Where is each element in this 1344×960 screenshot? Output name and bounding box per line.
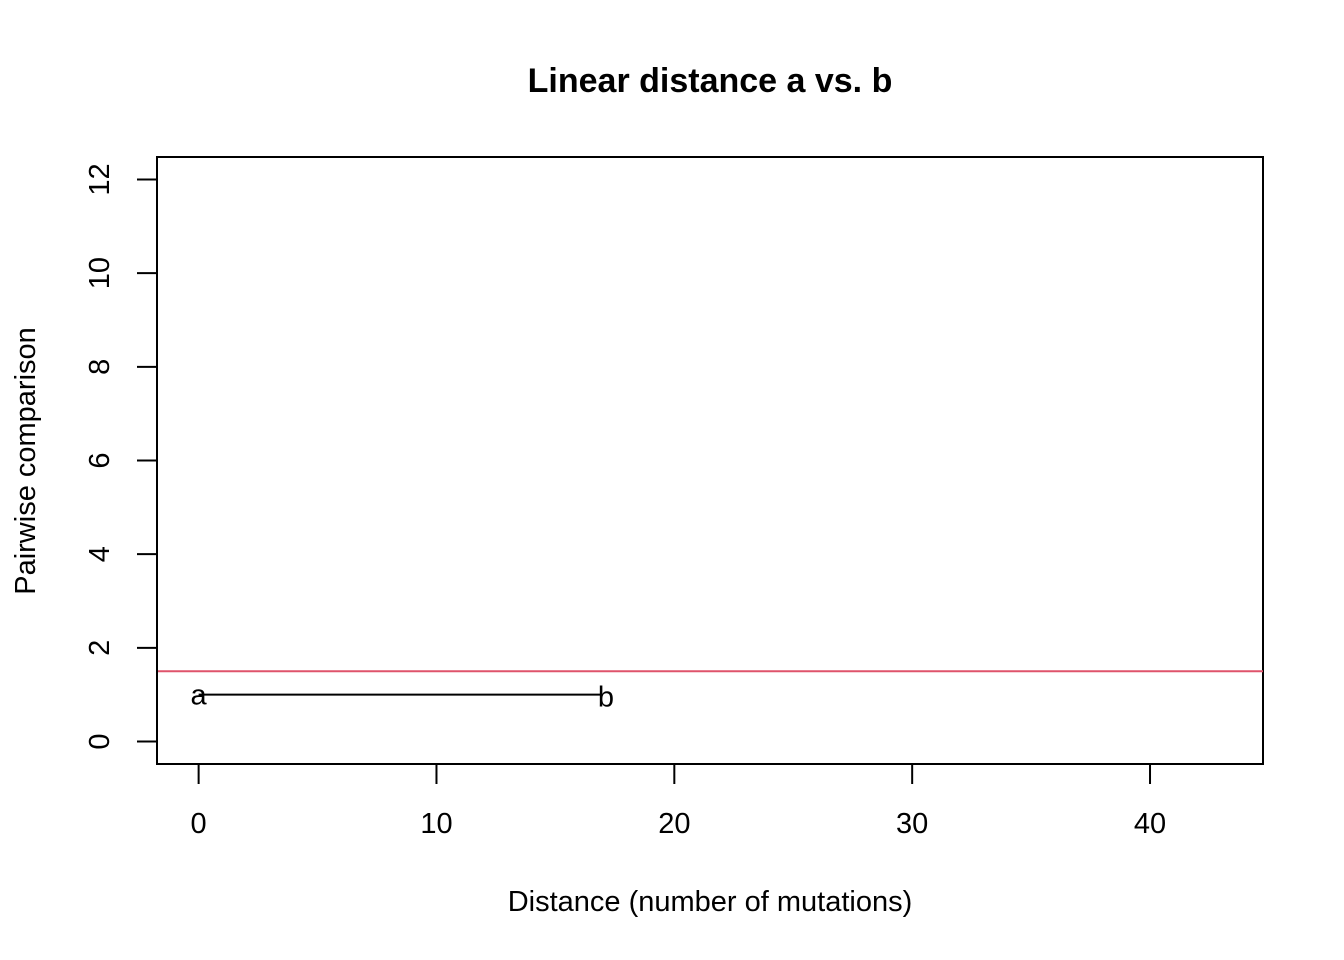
- plot-frame: [156, 156, 1264, 765]
- x-axis: 0 10 20 30 40: [191, 763, 1166, 840]
- y-tick-label: 4: [84, 546, 116, 562]
- chart-title: Linear distance a vs. b: [528, 62, 893, 100]
- segment-start-label: a: [191, 680, 208, 712]
- x-tick-label: 0: [191, 808, 207, 840]
- y-axis: 0 2 4 6 8 10 12: [84, 163, 158, 750]
- x-tick-label: 30: [896, 808, 928, 840]
- y-tick-label: 12: [84, 163, 116, 195]
- y-tick-label: 10: [84, 257, 116, 289]
- segment-end-label: b: [598, 682, 614, 714]
- x-tick-label: 10: [420, 808, 452, 840]
- x-tick-label: 40: [1134, 808, 1166, 840]
- y-tick-label: 6: [84, 452, 116, 468]
- x-axis-label: Distance (number of mutations): [508, 886, 913, 918]
- y-axis-label: Pairwise comparison: [10, 327, 42, 595]
- y-tick-label: 2: [84, 640, 116, 656]
- y-tick-label: 8: [84, 359, 116, 375]
- y-tick-label: 0: [84, 733, 116, 749]
- x-tick-label: 20: [658, 808, 690, 840]
